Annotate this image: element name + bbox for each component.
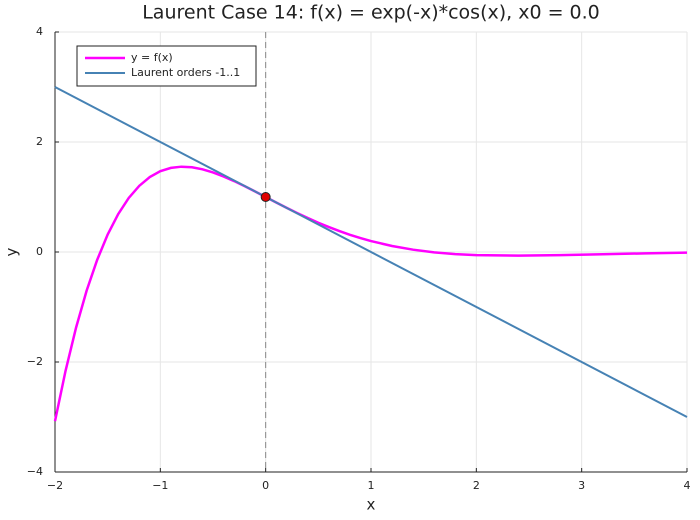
- x-tick-label: 0: [262, 479, 269, 492]
- legend-label: y = f(x): [131, 51, 173, 64]
- y-tick-label: −4: [27, 465, 43, 478]
- legend-box: [76, 45, 257, 87]
- x-tick-label: −2: [47, 479, 63, 492]
- x-axis-label: x: [367, 496, 376, 514]
- x-tick-label: −1: [152, 479, 168, 492]
- chart-title: Laurent Case 14: f(x) = exp(-x)*cos(x), …: [142, 2, 600, 24]
- point-marker: [260, 192, 271, 202]
- x-tick-label: 2: [473, 479, 480, 492]
- y-tick-label: 0: [36, 245, 43, 258]
- y-axis-label: y: [3, 247, 21, 256]
- x-tick-label: 3: [578, 479, 585, 492]
- y-tick-label: −2: [27, 355, 43, 368]
- y-tick-label: 4: [36, 25, 43, 38]
- series-line: [54, 86, 688, 418]
- legend-label: Laurent orders -1..1: [131, 66, 240, 79]
- x-tick-label: 1: [368, 479, 375, 492]
- x-tick-label: 4: [684, 479, 691, 492]
- y-tick-label: 2: [36, 135, 43, 148]
